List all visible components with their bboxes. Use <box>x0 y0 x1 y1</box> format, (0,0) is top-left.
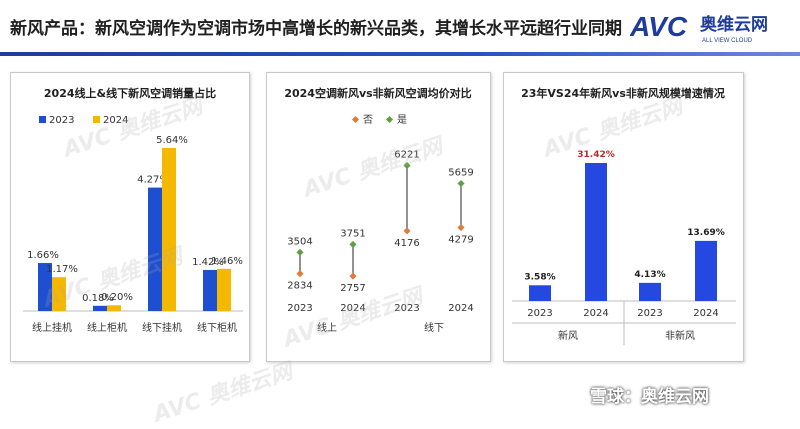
chart-panel-price-compare: 2024空调新风vs非新风空调均价对比 否 是 3504 2834 2023 3751… <box>266 72 491 362</box>
chart-title: 2024空调新风vs非新风空调均价对比 <box>284 86 471 100</box>
x-tick-label: 线下挂机 <box>142 321 182 334</box>
growth-label-0: 3.58% <box>524 272 555 282</box>
bar-2024-2 <box>162 148 176 311</box>
bar-label-2023-1: 0.18% <box>82 293 114 304</box>
x-tick-label: 2024 <box>340 303 365 314</box>
point-no-2 <box>403 227 411 235</box>
x-tick-label: 线上柜机 <box>87 321 127 334</box>
bar-2023-3 <box>203 269 217 311</box>
point-no-1 <box>349 272 357 280</box>
x-tick-label: 2023 <box>287 303 312 314</box>
label-no-3: 4279 <box>448 235 473 246</box>
bar-2024-0 <box>52 277 66 311</box>
bar-label-2024-1: 0.20% <box>101 292 133 303</box>
chart-panel-growth: 23年VS24年新风vs非新风规模增速情况 3.58% 2023 31.42% 202… <box>503 72 744 362</box>
legend-label-2024: 2024 <box>103 115 128 126</box>
x-tick-label: 2024 <box>693 308 718 319</box>
legend-swatch-2024 <box>93 116 100 123</box>
label-yes-2: 6221 <box>394 150 419 161</box>
header: 新风产品：新风空调作为空调市场中高增长的新兴品类，其增长水平远超行业同期 AVC… <box>0 0 800 52</box>
label-no-2: 4176 <box>394 238 419 249</box>
logo-cn: 奥维云网 <box>700 14 768 35</box>
bar-2024-1 <box>107 305 121 311</box>
sales-share-chart: 2024线上&线下新风空调销量占比 2023 2024 1.66% 1.17% 线上… <box>23 86 243 334</box>
point-no-0 <box>296 270 304 278</box>
bar-label-2024-3: 1.46% <box>211 256 243 267</box>
group-label: 线下 <box>424 321 444 334</box>
growth-bar-1 <box>585 163 607 301</box>
chart-panel-sales-share: 2024线上&线下新风空调销量占比 2023 2024 1.66% 1.17% 线上… <box>10 72 250 362</box>
bar-label-2024-0: 1.17% <box>46 264 78 275</box>
chart-title: 23年VS24年新风vs非新风规模增速情况 <box>521 86 725 100</box>
x-tick-label: 2023 <box>527 308 552 319</box>
bar-label-2024-2: 5.64% <box>156 135 188 146</box>
bar-2023-0 <box>38 263 52 311</box>
point-yes-2 <box>403 161 411 170</box>
bar-label-2023-0: 1.66% <box>27 250 59 261</box>
growth-label-1: 31.42% <box>577 150 615 160</box>
x-tick-label: 2023 <box>637 308 662 319</box>
point-yes-0 <box>296 248 304 256</box>
x-tick-label: 线上挂机 <box>32 321 72 334</box>
x-tick-label: 2024 <box>448 303 473 314</box>
label-yes-0: 3504 <box>287 236 312 247</box>
label-yes-1: 3751 <box>340 228 365 239</box>
legend-swatch-2023 <box>39 116 46 123</box>
group-label: 线上 <box>317 321 337 334</box>
price-compare-chart: 2024空调新风vs非新风空调均价对比 否 是 3504 2834 2023 3751… <box>284 86 473 334</box>
header-rule <box>0 52 800 56</box>
logo-en: ALL VIEW CLOUD <box>702 38 753 44</box>
avc-logo: AVC 奥维云网 ALL VIEW CLOUD <box>630 11 768 44</box>
x-tick-label: 2024 <box>583 308 608 319</box>
group-label: 新风 <box>558 329 578 342</box>
source-watermark: 雪球：奥维云网 <box>590 387 709 407</box>
x-tick-label: 2023 <box>394 303 419 314</box>
growth-bar-3 <box>695 240 717 301</box>
label-yes-3: 5659 <box>448 167 473 178</box>
label-no-1: 2757 <box>340 283 365 294</box>
point-yes-1 <box>349 240 357 248</box>
x-tick-label: 线下柜机 <box>197 321 237 334</box>
group-label: 非新风 <box>665 329 695 342</box>
legend-label-yes: 是 <box>397 114 407 126</box>
point-yes-3 <box>457 179 465 188</box>
bar-2023-1 <box>93 305 107 311</box>
growth-bar-0 <box>529 285 551 301</box>
legend-label-no: 否 <box>363 114 373 126</box>
bar-2024-3 <box>217 268 231 311</box>
growth-label-3: 13.69% <box>687 228 725 238</box>
legend-label-2023: 2023 <box>49 115 74 126</box>
bar-2023-2 <box>148 187 162 311</box>
bar-label-2023-2: 4.27% <box>137 175 169 186</box>
chart-title: 2024线上&线下新风空调销量占比 <box>44 86 216 100</box>
legend-marker-no <box>351 115 360 124</box>
bar-label-2023-3: 1.42% <box>192 257 224 268</box>
point-no-3 <box>457 224 465 232</box>
growth-chart: 23年VS24年新风vs非新风规模增速情况 3.58% 2023 31.42% 202… <box>512 86 736 345</box>
legend-marker-yes <box>385 115 394 124</box>
label-no-0: 2834 <box>287 281 312 292</box>
watermark: AVC 奥维云网 <box>150 359 296 428</box>
growth-label-2: 4.13% <box>634 270 665 280</box>
logo-letters: AVC <box>630 11 688 42</box>
growth-bar-2 <box>639 282 661 301</box>
page-title: 新风产品：新风空调作为空调市场中高增长的新兴品类，其增长水平远超行业同期 <box>10 19 622 39</box>
